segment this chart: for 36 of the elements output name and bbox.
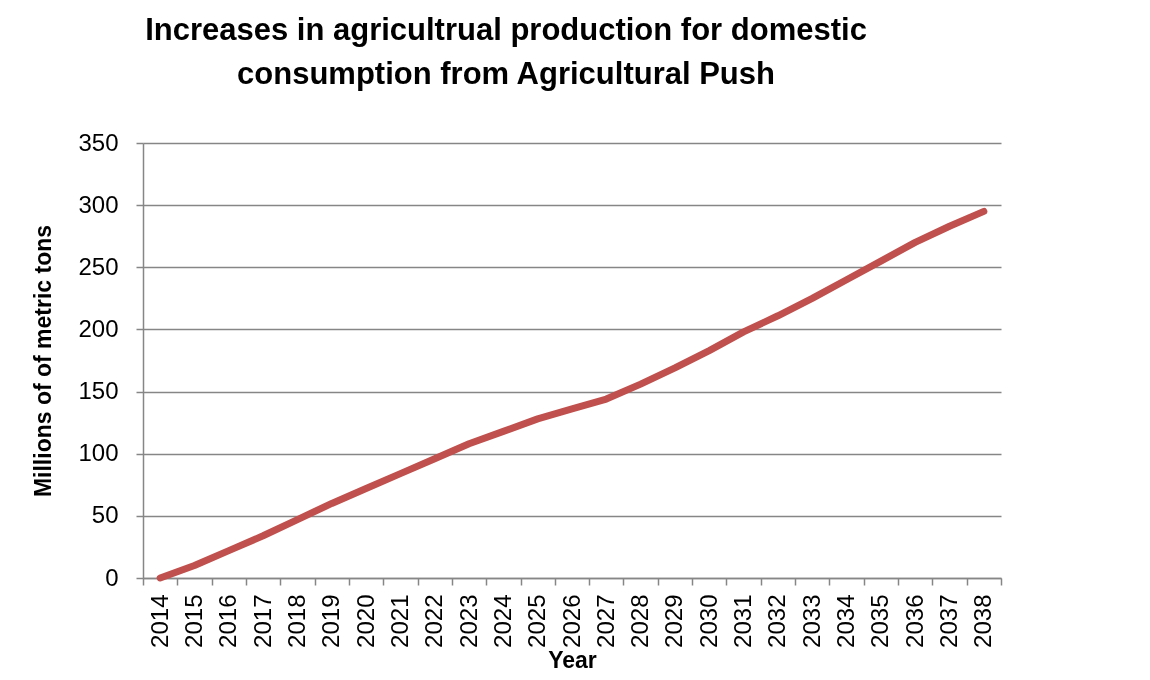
x-tick-label: 2023 [454, 594, 482, 648]
x-tick-label: 2014 [145, 594, 173, 648]
y-tick-label: 50 [91, 501, 119, 529]
x-tick-label: 2035 [866, 594, 894, 648]
y-tick-label: 100 [78, 439, 119, 467]
x-tick-label: 2038 [969, 594, 997, 648]
x-tick-label: 2025 [523, 594, 551, 648]
x-tick-label: 2034 [832, 594, 860, 648]
x-tick-label: 2024 [488, 594, 516, 648]
x-tick-label: 2019 [317, 594, 345, 648]
y-tick-label: 150 [78, 377, 119, 405]
x-tick-label: 2027 [591, 594, 619, 648]
x-tick-label: 2020 [351, 594, 379, 648]
x-axis-title: Year [548, 646, 597, 673]
chart-title: Increases in agricultrual production for domestic consumption from Agricultural Push [145, 12, 867, 91]
x-tick-label: 2028 [626, 594, 654, 648]
x-tick-label: 2030 [694, 594, 722, 648]
y-axis-title: Millions of of metric tons [30, 224, 57, 498]
x-tick-label: 2036 [900, 594, 928, 648]
x-tick-label: 2031 [729, 594, 757, 648]
x-tick-label: 2018 [282, 594, 310, 648]
x-tick-label: 2021 [385, 594, 413, 648]
y-tick-label: 350 [78, 128, 119, 156]
y-tick-label: 0 [105, 563, 119, 591]
x-tick-label: 2037 [935, 594, 963, 648]
x-tick-label: 2016 [214, 594, 242, 648]
x-tick-label: 2026 [557, 594, 585, 648]
x-tick-label: 2032 [763, 594, 791, 648]
x-tick-label: 2017 [248, 594, 276, 648]
y-tick-label: 250 [78, 252, 119, 280]
x-tick-label: 2015 [179, 594, 207, 648]
x-tick-label: 2022 [420, 594, 448, 648]
y-tick-label: 200 [78, 314, 119, 342]
y-tick-label: 300 [78, 190, 119, 218]
x-tick-label: 2033 [797, 594, 825, 648]
x-tick-label: 2029 [660, 594, 688, 648]
